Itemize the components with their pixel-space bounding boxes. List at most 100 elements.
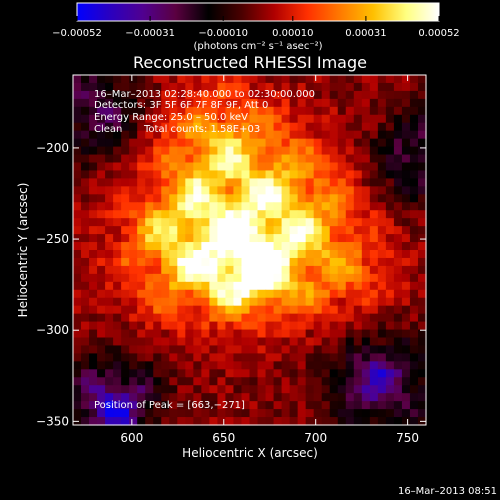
heatmap-cell (409, 417, 419, 426)
heatmap-cell (105, 393, 114, 402)
heatmap-cell (201, 313, 210, 323)
heatmap-cell (385, 162, 395, 172)
heatmap-cell (257, 297, 267, 307)
heatmap-cell (161, 90, 170, 100)
heatmap-cell (81, 106, 90, 116)
heatmap-cell (265, 146, 275, 156)
heatmap-cell (361, 154, 371, 164)
heatmap-cell (201, 106, 210, 116)
heatmap-cell (281, 122, 291, 132)
heatmap-cell (113, 210, 122, 219)
heatmap-cell (113, 138, 122, 148)
heatmap-cell (257, 122, 267, 132)
heatmap-cell (369, 98, 379, 108)
heatmap-cell (305, 361, 315, 370)
heatmap-cell (361, 210, 371, 219)
heatmap-cell (73, 369, 82, 378)
heatmap-cell (169, 234, 178, 243)
heatmap-cell (81, 194, 90, 203)
heatmap-cell (337, 329, 347, 339)
heatmap-cell (105, 218, 114, 227)
axis-ticks: 600 650 700 750−200−250−300−350 (36, 75, 426, 445)
heatmap-cell (313, 417, 323, 426)
heatmap-cell (353, 265, 363, 275)
heatmap-cell (185, 82, 194, 92)
heatmap-cell (321, 162, 331, 172)
heatmap-cell (89, 170, 98, 179)
heatmap-cell (289, 90, 299, 100)
heatmap-cell (169, 194, 178, 203)
heatmap-cell (409, 273, 419, 283)
heatmap-cell (217, 321, 227, 331)
heatmap-cell (257, 313, 267, 323)
heatmap-cell (329, 329, 339, 339)
heatmap-cell (185, 345, 194, 354)
heatmap-cell (257, 353, 267, 362)
heatmap-cell (385, 218, 395, 227)
heatmap-cell (121, 106, 130, 116)
heatmap-cell (233, 321, 243, 331)
heatmap-cell (145, 250, 154, 259)
heatmap-cell (249, 242, 259, 251)
heatmap-cell (249, 154, 259, 164)
heatmap-cell (305, 329, 315, 339)
heatmap-cell (297, 369, 307, 378)
heatmap-cell (241, 106, 251, 116)
heatmap-cell (137, 154, 146, 164)
heatmap-cell (337, 82, 347, 92)
heatmap-cell (361, 393, 371, 402)
heatmap-cell (313, 146, 323, 156)
heatmap-cell (281, 242, 291, 251)
heatmap-cell (73, 297, 82, 307)
heatmap-cell (81, 146, 90, 156)
heatmap-cell (393, 202, 403, 211)
heatmap-cell (153, 234, 162, 243)
heatmap-cell (377, 122, 387, 132)
heatmap-cell (209, 90, 219, 100)
heatmap-cell (257, 234, 267, 243)
heatmap-cell (337, 401, 347, 410)
heatmap-cell (289, 321, 299, 331)
heatmap-cell (289, 401, 299, 410)
heatmap-cell (81, 369, 90, 378)
heatmap-cell (97, 361, 106, 370)
heatmap-cell (345, 305, 355, 315)
heatmap-cell (129, 75, 138, 84)
heatmap-cell (305, 98, 315, 108)
heatmap-cell (145, 194, 154, 203)
heatmap-cell (265, 345, 275, 354)
heatmap-cell (161, 409, 170, 418)
heatmap-cell (369, 194, 379, 203)
heatmap-cell (193, 337, 202, 347)
heatmap-cell (177, 218, 186, 227)
heatmap-cell (233, 202, 243, 211)
heatmap-cell (233, 226, 243, 235)
heatmap-cell (337, 242, 347, 251)
heatmap-cell (105, 265, 114, 275)
heatmap-cell (193, 98, 202, 108)
heatmap-cell (265, 257, 275, 267)
heatmap-cell (321, 250, 331, 259)
heatmap-cell (73, 273, 82, 283)
heatmap-cell (161, 393, 170, 402)
heatmap-cell (417, 281, 427, 291)
heatmap-cell (313, 393, 323, 402)
heatmap-cell (169, 273, 178, 283)
heatmap-cell (153, 329, 162, 339)
heatmap-cell (313, 226, 323, 235)
heatmap-cell (209, 353, 219, 362)
heatmap-cell (233, 401, 243, 410)
heatmap-cell (265, 242, 275, 251)
heatmap-cell (169, 385, 178, 394)
heatmap-cell (161, 329, 170, 339)
heatmap-cell (409, 130, 419, 140)
heatmap-cell (257, 130, 267, 140)
heatmap-cell (417, 154, 427, 164)
heatmap-cell (89, 90, 98, 100)
heatmap-cell (361, 130, 371, 140)
heatmap-cell (241, 210, 251, 219)
heatmap-cell (289, 75, 299, 84)
heatmap-cell (393, 353, 403, 362)
heatmap-cell (169, 321, 178, 331)
heatmap-cell (113, 385, 122, 394)
